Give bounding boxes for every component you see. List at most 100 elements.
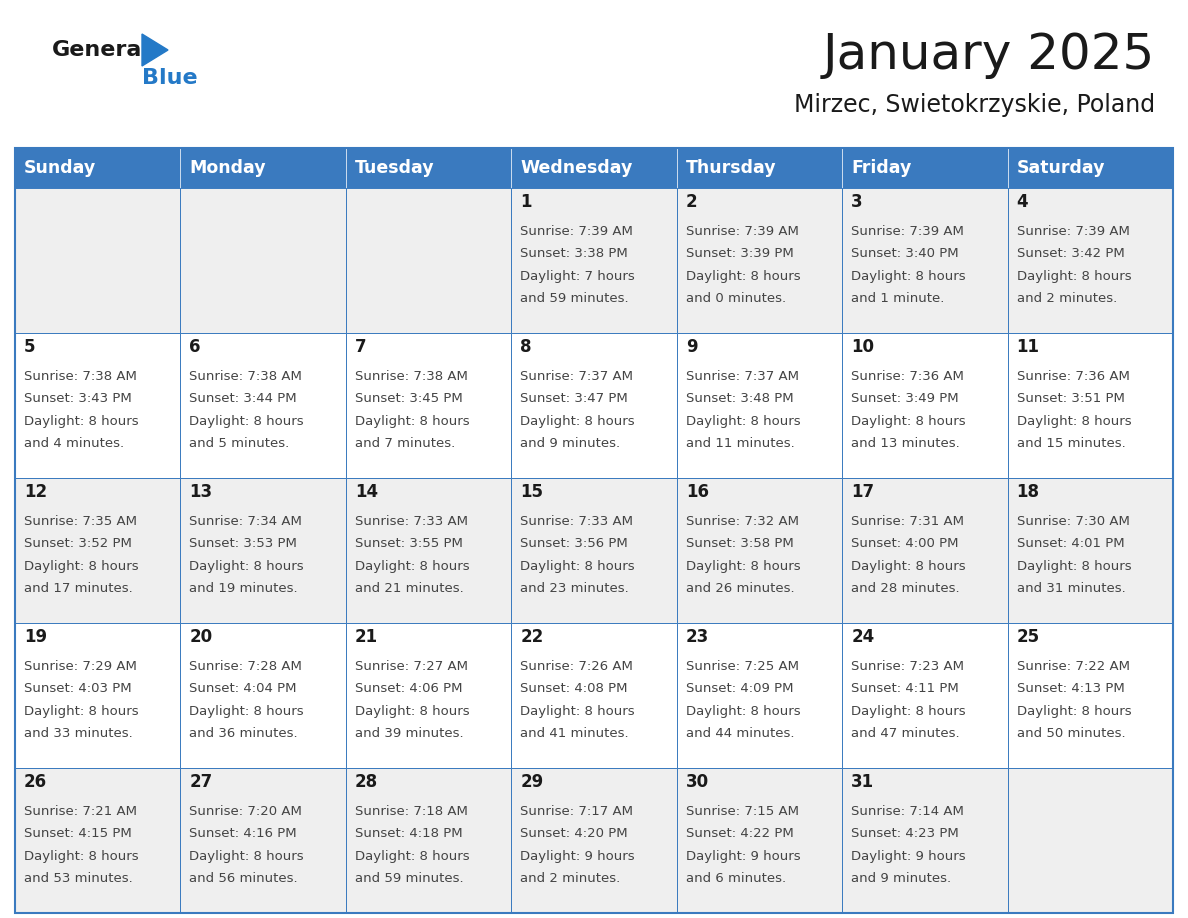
Text: Sunrise: 7:38 AM: Sunrise: 7:38 AM bbox=[24, 370, 137, 383]
Text: Sunrise: 7:34 AM: Sunrise: 7:34 AM bbox=[189, 515, 302, 528]
Text: Sunrise: 7:38 AM: Sunrise: 7:38 AM bbox=[189, 370, 302, 383]
Bar bbox=[1007, 768, 1173, 913]
Bar bbox=[15, 768, 181, 913]
Text: Daylight: 8 hours: Daylight: 8 hours bbox=[1017, 560, 1131, 573]
Text: Daylight: 8 hours: Daylight: 8 hours bbox=[520, 705, 634, 718]
Bar bbox=[842, 333, 1007, 478]
Text: Sunset: 4:15 PM: Sunset: 4:15 PM bbox=[24, 827, 132, 841]
Text: and 5 minutes.: and 5 minutes. bbox=[189, 437, 290, 451]
Text: Daylight: 8 hours: Daylight: 8 hours bbox=[685, 705, 801, 718]
Bar bbox=[677, 623, 842, 768]
Text: Daylight: 8 hours: Daylight: 8 hours bbox=[24, 560, 139, 573]
Text: Sunset: 3:48 PM: Sunset: 3:48 PM bbox=[685, 393, 794, 406]
Text: Daylight: 9 hours: Daylight: 9 hours bbox=[685, 850, 801, 863]
Text: Daylight: 8 hours: Daylight: 8 hours bbox=[24, 705, 139, 718]
Text: Sunset: 4:18 PM: Sunset: 4:18 PM bbox=[355, 827, 462, 841]
Bar bbox=[677, 148, 842, 188]
Text: 14: 14 bbox=[355, 483, 378, 501]
Text: Tuesday: Tuesday bbox=[355, 159, 435, 177]
Text: January 2025: January 2025 bbox=[823, 31, 1155, 79]
Text: and 2 minutes.: and 2 minutes. bbox=[520, 872, 620, 886]
Text: Sunrise: 7:39 AM: Sunrise: 7:39 AM bbox=[1017, 225, 1130, 238]
Text: Sunset: 4:23 PM: Sunset: 4:23 PM bbox=[851, 827, 959, 841]
Text: Sunset: 4:20 PM: Sunset: 4:20 PM bbox=[520, 827, 628, 841]
Bar bbox=[181, 148, 346, 188]
Bar bbox=[511, 478, 677, 623]
Text: 5: 5 bbox=[24, 338, 36, 356]
Bar bbox=[677, 478, 842, 623]
Text: 10: 10 bbox=[851, 338, 874, 356]
Text: 24: 24 bbox=[851, 628, 874, 646]
Text: 4: 4 bbox=[1017, 193, 1028, 211]
Text: 12: 12 bbox=[24, 483, 48, 501]
Text: General: General bbox=[52, 40, 150, 60]
Text: Sunrise: 7:26 AM: Sunrise: 7:26 AM bbox=[520, 660, 633, 673]
Text: 7: 7 bbox=[355, 338, 366, 356]
Text: Sunrise: 7:15 AM: Sunrise: 7:15 AM bbox=[685, 805, 798, 818]
Text: Sunset: 3:44 PM: Sunset: 3:44 PM bbox=[189, 393, 297, 406]
Text: 27: 27 bbox=[189, 773, 213, 791]
Bar bbox=[511, 623, 677, 768]
Text: and 53 minutes.: and 53 minutes. bbox=[24, 872, 133, 886]
Text: Daylight: 8 hours: Daylight: 8 hours bbox=[24, 850, 139, 863]
Text: Sunset: 4:04 PM: Sunset: 4:04 PM bbox=[189, 682, 297, 696]
Text: Daylight: 8 hours: Daylight: 8 hours bbox=[520, 560, 634, 573]
Text: Sunset: 3:56 PM: Sunset: 3:56 PM bbox=[520, 537, 628, 551]
Text: 21: 21 bbox=[355, 628, 378, 646]
Bar bbox=[842, 768, 1007, 913]
Text: and 21 minutes.: and 21 minutes. bbox=[355, 582, 463, 596]
Text: Thursday: Thursday bbox=[685, 159, 776, 177]
Text: Sunrise: 7:20 AM: Sunrise: 7:20 AM bbox=[189, 805, 302, 818]
Text: Sunrise: 7:39 AM: Sunrise: 7:39 AM bbox=[685, 225, 798, 238]
Text: Sunrise: 7:31 AM: Sunrise: 7:31 AM bbox=[851, 515, 965, 528]
Text: Daylight: 8 hours: Daylight: 8 hours bbox=[520, 415, 634, 428]
Text: and 9 minutes.: and 9 minutes. bbox=[520, 437, 620, 451]
Text: Sunset: 3:38 PM: Sunset: 3:38 PM bbox=[520, 248, 628, 261]
Text: Daylight: 8 hours: Daylight: 8 hours bbox=[189, 560, 304, 573]
Text: Sunrise: 7:25 AM: Sunrise: 7:25 AM bbox=[685, 660, 798, 673]
Bar bbox=[15, 333, 181, 478]
Text: Daylight: 8 hours: Daylight: 8 hours bbox=[189, 705, 304, 718]
Bar bbox=[181, 623, 346, 768]
Text: Sunset: 3:43 PM: Sunset: 3:43 PM bbox=[24, 393, 132, 406]
Text: Sunrise: 7:21 AM: Sunrise: 7:21 AM bbox=[24, 805, 137, 818]
Bar bbox=[15, 623, 181, 768]
Text: Monday: Monday bbox=[189, 159, 266, 177]
Text: Daylight: 8 hours: Daylight: 8 hours bbox=[24, 415, 139, 428]
Text: Mirzec, Swietokrzyskie, Poland: Mirzec, Swietokrzyskie, Poland bbox=[794, 93, 1155, 117]
Text: and 1 minute.: and 1 minute. bbox=[851, 293, 944, 306]
Bar bbox=[842, 623, 1007, 768]
Text: Sunset: 3:42 PM: Sunset: 3:42 PM bbox=[1017, 248, 1124, 261]
Text: Sunset: 3:45 PM: Sunset: 3:45 PM bbox=[355, 393, 462, 406]
Text: Sunrise: 7:29 AM: Sunrise: 7:29 AM bbox=[24, 660, 137, 673]
Text: Sunrise: 7:23 AM: Sunrise: 7:23 AM bbox=[851, 660, 965, 673]
Text: Daylight: 8 hours: Daylight: 8 hours bbox=[851, 560, 966, 573]
Bar bbox=[15, 188, 181, 333]
Text: 20: 20 bbox=[189, 628, 213, 646]
Text: Sunrise: 7:37 AM: Sunrise: 7:37 AM bbox=[520, 370, 633, 383]
Text: Sunrise: 7:38 AM: Sunrise: 7:38 AM bbox=[355, 370, 468, 383]
Text: Sunrise: 7:36 AM: Sunrise: 7:36 AM bbox=[851, 370, 963, 383]
Bar bbox=[1007, 148, 1173, 188]
Text: and 41 minutes.: and 41 minutes. bbox=[520, 727, 628, 741]
Text: Sunset: 4:03 PM: Sunset: 4:03 PM bbox=[24, 682, 132, 696]
Text: and 17 minutes.: and 17 minutes. bbox=[24, 582, 133, 596]
Text: Sunset: 3:55 PM: Sunset: 3:55 PM bbox=[355, 537, 463, 551]
Text: 11: 11 bbox=[1017, 338, 1040, 356]
Bar bbox=[677, 188, 842, 333]
Text: 18: 18 bbox=[1017, 483, 1040, 501]
Text: Daylight: 8 hours: Daylight: 8 hours bbox=[851, 270, 966, 283]
Text: and 11 minutes.: and 11 minutes. bbox=[685, 437, 795, 451]
Text: and 47 minutes.: and 47 minutes. bbox=[851, 727, 960, 741]
Text: Sunset: 4:16 PM: Sunset: 4:16 PM bbox=[189, 827, 297, 841]
Bar bbox=[346, 478, 511, 623]
Text: Daylight: 8 hours: Daylight: 8 hours bbox=[1017, 705, 1131, 718]
Bar bbox=[181, 768, 346, 913]
Text: and 19 minutes.: and 19 minutes. bbox=[189, 582, 298, 596]
Text: and 39 minutes.: and 39 minutes. bbox=[355, 727, 463, 741]
Text: and 6 minutes.: and 6 minutes. bbox=[685, 872, 785, 886]
Text: 29: 29 bbox=[520, 773, 544, 791]
Text: Wednesday: Wednesday bbox=[520, 159, 633, 177]
Text: 26: 26 bbox=[24, 773, 48, 791]
Text: and 4 minutes.: and 4 minutes. bbox=[24, 437, 124, 451]
